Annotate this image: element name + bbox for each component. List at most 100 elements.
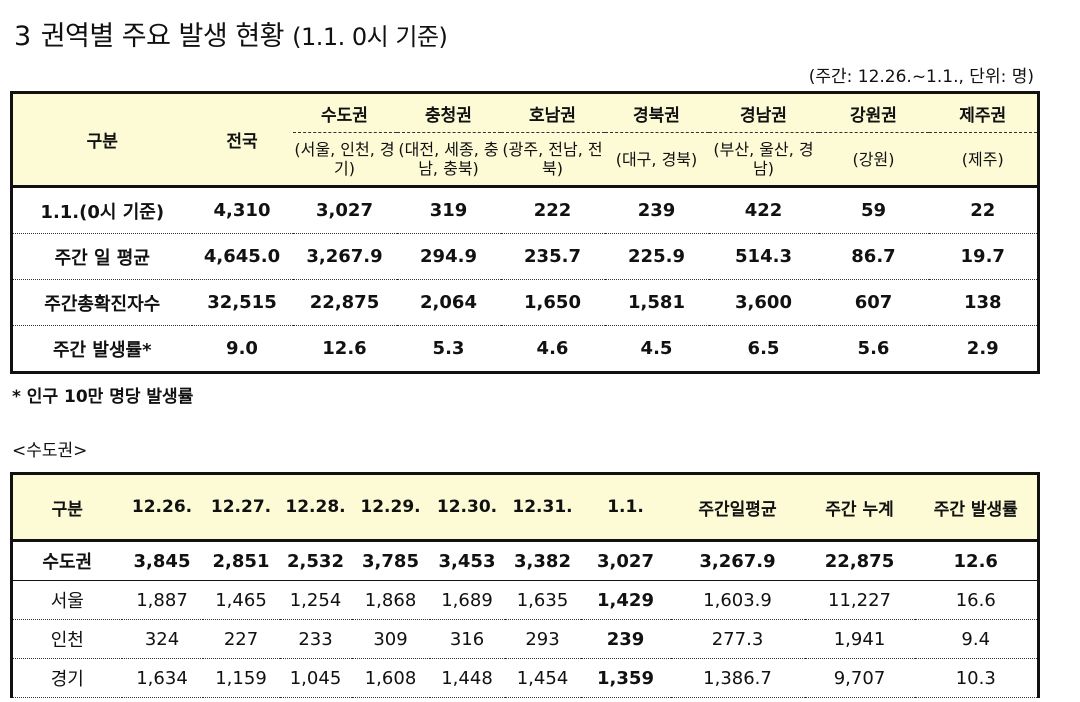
table-cell: 1,448: [429, 658, 505, 698]
table-cell: 3,785: [351, 540, 430, 581]
table-cell: 9.0: [226, 338, 258, 359]
table-cell: 1,650: [500, 279, 605, 326]
table-cell: 12.6: [322, 338, 367, 359]
region-header: 경북권: [604, 92, 709, 133]
table-cell: 225.9: [604, 233, 709, 280]
column-header: 1.1.: [580, 473, 671, 542]
column-header: 12.30.: [429, 473, 505, 542]
table-cell: 3,382: [504, 540, 581, 581]
table-cell: 1,608: [351, 658, 430, 698]
unit-note: (주간: 12.26.~1.1., 단위: 명): [808, 67, 1034, 87]
column-header: 주간 발생률: [914, 473, 1039, 542]
region-header: 제주권: [928, 92, 1039, 133]
table-row: 경기 1,634 1,159 1,045 1,608 1,448 1,454 1,359 1,3…: [11, 658, 1039, 698]
region-subheader: (광주, 전남, 전북): [500, 132, 605, 188]
region-header: 수도권: [292, 92, 397, 133]
table-cell: 22: [928, 186, 1039, 234]
table-cell: 5.3: [432, 338, 465, 359]
row-label: 서울: [11, 580, 122, 620]
table-cell: 22,875: [292, 279, 397, 326]
table-cell: 422: [708, 186, 819, 234]
row-label: 수도권: [11, 540, 122, 581]
table-cell: 1,868: [351, 580, 430, 620]
capital-area-table: 구분 12.26. 12.27. 12.28. 12.29. 12.30. 12.31. 1.…: [10, 472, 1040, 698]
table-cell: 4.5: [640, 338, 673, 359]
section-label: <수도권>: [12, 441, 88, 461]
region-subheader: (강원): [818, 132, 929, 188]
column-header: 주간일평균: [670, 473, 805, 542]
table-cell: 293: [504, 619, 581, 659]
table-cell: 10.3: [914, 658, 1039, 698]
row-label: 주간총확진자수: [11, 279, 192, 326]
table-cell: 2,532: [279, 540, 352, 581]
table-cell: 514.3: [708, 233, 819, 280]
row-label: 1.1.(0시 기준): [11, 186, 192, 234]
title-sub: (1.1. 0시 기준): [292, 23, 448, 51]
national-header: 전국: [191, 92, 293, 188]
table-cell: 3,453: [429, 540, 505, 581]
column-header: 12.27.: [202, 473, 280, 542]
table-row: 주간총확진자수 32,515 22,875 2,064 1,650 1,581 3,600 6…: [11, 279, 1039, 326]
table-cell: 86.7: [818, 233, 929, 280]
table-cell: 4,645.0: [191, 233, 293, 280]
table-cell: 235.7: [500, 233, 605, 280]
table-cell: 32,515: [191, 279, 293, 326]
table-cell: 239: [580, 619, 671, 659]
column-header: 12.28.: [279, 473, 352, 542]
table-cell: 16.6: [914, 580, 1039, 620]
table-cell: 19.7: [928, 233, 1039, 280]
table-row: 주간 일 평균 4,645.0 3,267.9 294.9 235.7 225.9 514.…: [11, 233, 1039, 280]
region-subheader: (대전, 세종, 충남, 충북): [396, 132, 501, 188]
table-cell: 4.6: [536, 338, 569, 359]
table-cell: 1,581: [604, 279, 709, 326]
region-subheader: (제주): [928, 132, 1039, 188]
corner-header: 구분: [11, 92, 192, 188]
table-cell: 1,386.7: [670, 658, 805, 698]
table-cell: 1,045: [279, 658, 352, 698]
table-cell: 3,027: [292, 186, 397, 234]
table-row: 주간 발생률* 9.0 12.6 5.3 4.6 4.5 6.5 5.6 2.9: [12, 326, 1039, 373]
table-cell: 4,310: [191, 186, 293, 234]
table-cell: 309: [351, 619, 430, 659]
region-subheader: (서울, 인천, 경기): [292, 132, 397, 188]
table-cell: 3,027: [580, 540, 671, 581]
title-main: 권역별 주요 발생 현황: [40, 21, 285, 52]
table-cell: 11,227: [804, 580, 915, 620]
table-cell: 3,267.9: [292, 233, 397, 280]
region-header: 강원권: [818, 92, 929, 133]
table-cell: 3,267.9: [670, 540, 805, 581]
table-cell: 1,254: [279, 580, 352, 620]
table-cell: 22,875: [804, 540, 915, 581]
table-cell: 1,887: [121, 580, 203, 620]
table-cell: 1,159: [202, 658, 280, 698]
table-cell: 1,689: [429, 580, 505, 620]
region-header: 충청권: [396, 92, 501, 133]
table-cell: 6.5: [747, 338, 780, 359]
table-cell: 9,707: [804, 658, 915, 698]
table-cell: 12.6: [914, 540, 1039, 581]
column-header: 12.29.: [351, 473, 430, 542]
table-cell: 277.3: [670, 619, 805, 659]
column-header: 12.26.: [121, 473, 203, 542]
table-cell: 1,941: [804, 619, 915, 659]
table-row: 인천 324 227 233 309 316 293 239 277.3 1,941 9.4: [11, 619, 1039, 659]
table-cell: 1,359: [580, 658, 671, 698]
region-header: 호남권: [500, 92, 605, 133]
table-cell: 222: [500, 186, 605, 234]
table-cell: 319: [396, 186, 501, 234]
table-cell: 1,465: [202, 580, 280, 620]
table-cell: 5.6: [857, 338, 890, 359]
table-cell: 138: [928, 279, 1039, 326]
table-cell: 233: [279, 619, 352, 659]
column-header: 주간 누계: [804, 473, 915, 542]
regional-status-table: 구분 전국 수도권 충청권 호남권 경북권 경남권 강원권 제주권 (서울, 인…: [10, 91, 1040, 374]
table-cell: 2,064: [396, 279, 501, 326]
table-row: 수도권 3,845 2,851 2,532 3,785 3,453 3,382 3,027 3,…: [11, 540, 1039, 581]
column-header: 구분: [11, 473, 122, 542]
region-subheader: (부산, 울산, 경남): [708, 132, 819, 188]
row-label: 인천: [11, 619, 122, 659]
table-cell: 294.9: [396, 233, 501, 280]
table-cell: 239: [604, 186, 709, 234]
table-cell: 1,635: [504, 580, 581, 620]
page-title: 3 권역별 주요 발생 현황 (1.1. 0시 기준): [14, 14, 448, 53]
